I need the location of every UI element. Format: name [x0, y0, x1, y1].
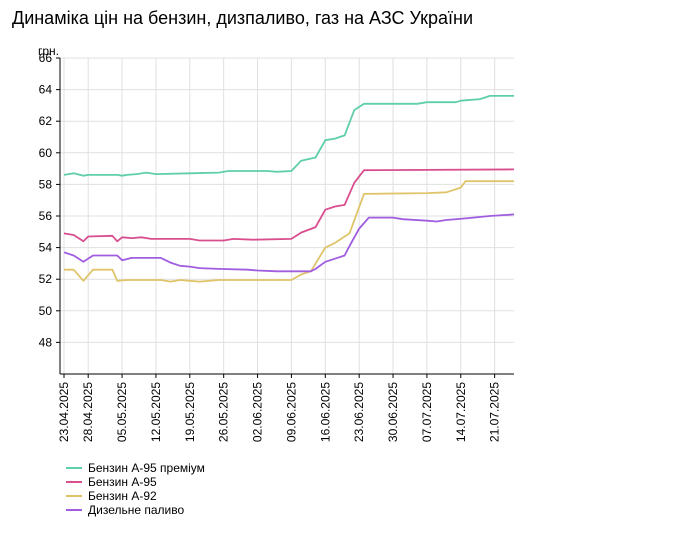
x-tick-label: 09.06.2025 — [284, 382, 298, 442]
grid — [60, 57, 514, 374]
legend-swatch — [66, 509, 82, 511]
legend-item[interactable]: Дизельне паливо — [66, 503, 205, 517]
legend-item[interactable]: Бензин А-92 — [66, 489, 205, 503]
y-tick-label: 62 — [39, 114, 53, 128]
series-line — [63, 213, 515, 273]
y-tick-labels: 48 50 52 54 56 58 60 62 64 66 — [39, 51, 53, 349]
x-tick-label: 07.07.2025 — [420, 382, 434, 442]
x-tick-label: 05.05.2025 — [115, 382, 129, 442]
series-line — [63, 168, 515, 243]
y-tick-label: 56 — [39, 209, 53, 223]
x-tick-label: 30.06.2025 — [386, 382, 400, 442]
x-tick-label: 16.06.2025 — [318, 382, 332, 442]
series-line — [64, 180, 514, 283]
y-tick-label: 58 — [39, 177, 53, 191]
y-tick-label: 54 — [39, 241, 53, 255]
x-tick-label: 02.06.2025 — [251, 382, 265, 442]
x-tick-label: 26.05.2025 — [217, 382, 231, 442]
x-tick-label: 19.05.2025 — [183, 382, 197, 442]
legend-label: Бензин А-95 — [88, 475, 157, 489]
chart-title: Динаміка цін на бензин, дизпаливо, газ н… — [12, 8, 474, 28]
x-tick-label: 28.04.2025 — [81, 382, 95, 442]
legend-label: Бензин А-92 — [88, 489, 157, 503]
y-tick-label: 48 — [39, 335, 53, 349]
x-tick-label: 21.07.2025 — [488, 382, 502, 442]
y-tick-label: 66 — [39, 51, 53, 65]
x-tick-label: 23.06.2025 — [352, 382, 366, 442]
y-tick-label: 50 — [39, 304, 53, 318]
legend-label: Бензин А-95 преміум — [88, 461, 205, 475]
legend-swatch — [66, 467, 82, 469]
y-axis-label: грн. — [38, 44, 59, 58]
axes — [56, 57, 514, 378]
series-lines — [63, 95, 515, 283]
legend-label: Дизельне паливо — [88, 503, 185, 517]
y-tick-label: 64 — [39, 83, 53, 97]
legend-item[interactable]: Бензин А-95 — [66, 475, 205, 489]
series-line — [63, 95, 514, 177]
x-tick-label: 23.04.2025 — [57, 382, 71, 442]
x-tick-labels: 23.04.2025 28.04.2025 05.05.2025 12.05.2025… — [57, 382, 502, 442]
legend-swatch — [66, 481, 82, 483]
legend: Бензин А-95 преміум Бензин А-95 Бензин А-9… — [66, 461, 205, 517]
legend-swatch — [66, 495, 82, 497]
x-tick-label: 14.07.2025 — [454, 382, 468, 442]
y-tick-label: 52 — [39, 272, 53, 286]
x-tick-label: 12.05.2025 — [149, 382, 163, 442]
legend-item[interactable]: Бензин А-95 преміум — [66, 461, 205, 475]
y-tick-label: 60 — [39, 146, 53, 160]
